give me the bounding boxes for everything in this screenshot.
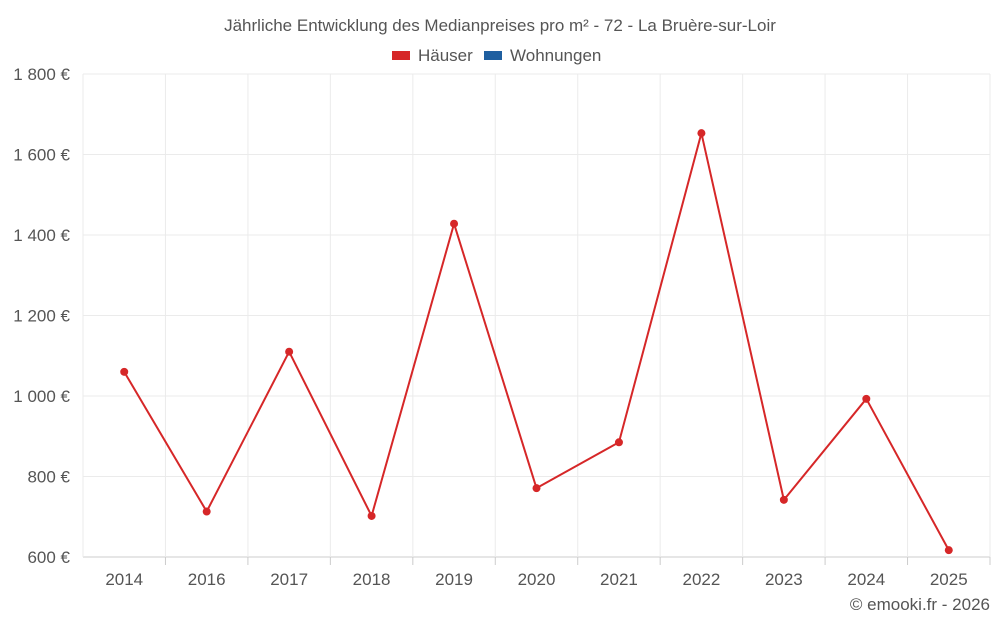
- y-tick-label: 1 800 €: [13, 65, 70, 84]
- legend-label-wohnungen: Wohnungen: [510, 46, 601, 65]
- x-tick-label: 2016: [188, 570, 226, 589]
- y-tick-label: 1 000 €: [13, 387, 70, 406]
- data-point[interactable]: [450, 219, 459, 228]
- chart-title: Jährliche Entwicklung des Medianpreises …: [224, 16, 776, 35]
- x-tick-label: 2014: [105, 570, 143, 589]
- data-point[interactable]: [944, 546, 953, 555]
- legend-item-wohnungen[interactable]: Wohnungen: [484, 46, 601, 65]
- x-tick-label: 2024: [847, 570, 885, 589]
- x-tick-label: 2019: [435, 570, 473, 589]
- x-tick-label: 2018: [353, 570, 391, 589]
- x-tick-label: 2023: [765, 570, 803, 589]
- data-point[interactable]: [367, 511, 376, 520]
- y-tick-label: 1 600 €: [13, 146, 70, 165]
- data-point[interactable]: [779, 495, 788, 504]
- legend-item-hauser[interactable]: Häuser: [392, 46, 473, 65]
- legend-label-hauser: Häuser: [418, 46, 473, 65]
- data-point[interactable]: [202, 507, 211, 516]
- footer-credit: © emooki.fr - 2026: [850, 595, 990, 614]
- axes: 600 € 800 € 1 000 € 1 200 € 1 400 € 1 600 € 1 …: [13, 65, 991, 589]
- data-point[interactable]: [532, 484, 541, 493]
- legend: Häuser Wohnungen: [392, 46, 601, 65]
- data-point[interactable]: [120, 367, 129, 376]
- y-tick-label: 600 €: [27, 548, 70, 567]
- x-tick-label: 2025: [930, 570, 968, 589]
- data-point[interactable]: [697, 129, 706, 138]
- y-tick-label: 800 €: [27, 468, 70, 487]
- data-point[interactable]: [862, 394, 871, 403]
- data-point[interactable]: [285, 347, 294, 356]
- x-tick-label: 2017: [270, 570, 308, 589]
- x-tick-label: 2021: [600, 570, 638, 589]
- y-tick-label: 1 400 €: [13, 226, 70, 245]
- x-tick-label: 2022: [682, 570, 720, 589]
- y-tick-label: 1 200 €: [13, 307, 70, 326]
- data-point[interactable]: [614, 438, 623, 447]
- legend-swatch-hauser: [392, 51, 410, 60]
- legend-swatch-wohnungen: [484, 51, 502, 60]
- x-tick-label: 2020: [518, 570, 556, 589]
- series: [120, 129, 953, 555]
- grid: [82, 73, 991, 558]
